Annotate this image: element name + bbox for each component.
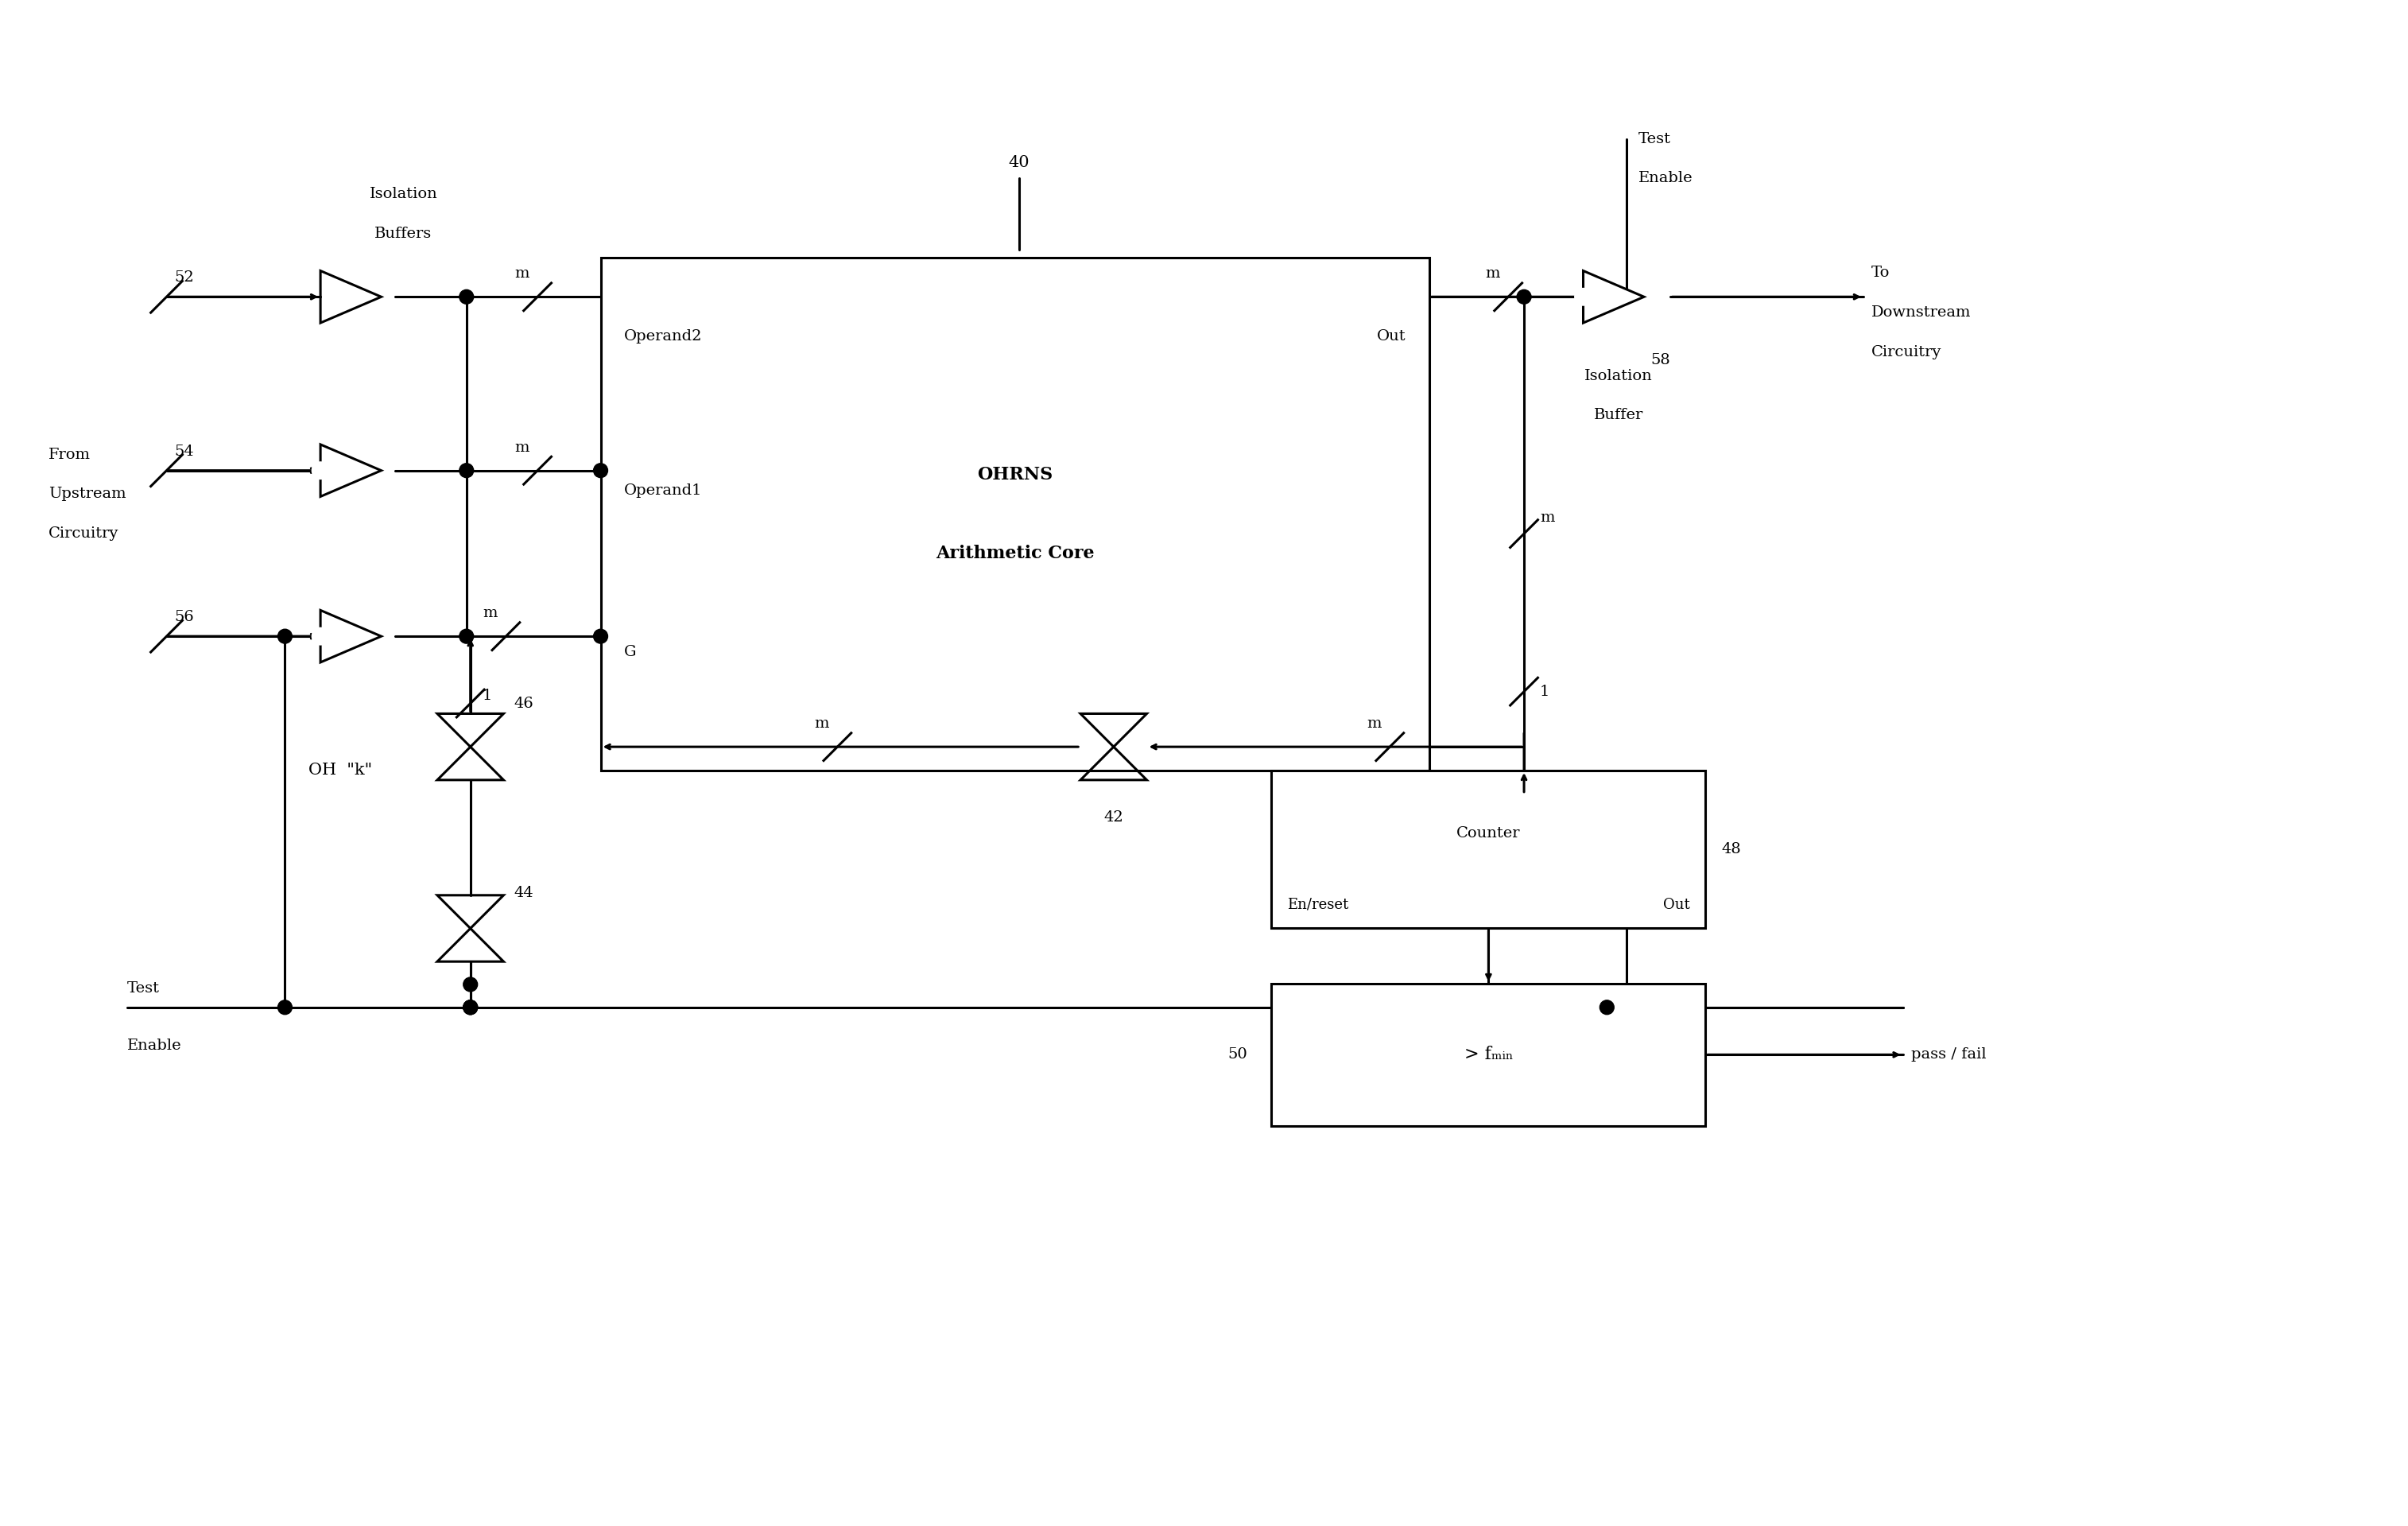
Text: Upstream: Upstream [48,487,125,502]
Text: Out: Out [1377,330,1406,343]
Text: OH  "k": OH "k" [308,763,373,778]
Text: pass / fail: pass / fail [1912,1047,1987,1062]
Text: m: m [814,717,828,731]
Bar [1271,771,1705,928]
Text: Buffers: Buffers [376,226,431,241]
Text: m: m [482,606,498,621]
Text: 50: 50 [1228,1047,1247,1062]
Circle shape [460,290,474,304]
Circle shape [1517,290,1531,304]
Circle shape [277,629,291,644]
Circle shape [460,629,474,644]
Text: 58: 58 [1649,353,1671,368]
Text: > fₘᵢₙ: > fₘᵢₙ [1464,1045,1512,1064]
Text: From: From [48,447,92,462]
Text: Enable: Enable [128,1039,181,1053]
Circle shape [462,1000,477,1015]
Text: Counter: Counter [1457,827,1519,841]
Text: Circuitry: Circuitry [48,526,118,540]
Text: 48: 48 [1722,842,1741,856]
Text: 1: 1 [1539,684,1551,699]
Text: Out: Out [1664,897,1690,913]
Text: 56: 56 [173,610,195,624]
Text: 42: 42 [1103,810,1125,826]
Text: m: m [515,267,530,281]
Text: Test: Test [1637,131,1671,146]
Bar [1271,984,1705,1126]
Circle shape [462,1000,477,1015]
Text: m: m [515,441,530,455]
Text: m: m [1368,717,1382,731]
Text: 44: 44 [513,885,535,900]
Text: m: m [1486,267,1500,281]
Text: 54: 54 [173,444,195,459]
Circle shape [1599,1000,1613,1015]
Circle shape [460,464,474,478]
Text: 52: 52 [173,270,195,285]
Text: To: To [1871,266,1890,281]
Circle shape [592,629,607,644]
Text: Isolation: Isolation [1584,369,1652,383]
Text: Operand1: Operand1 [624,484,703,497]
Text: OHRNS: OHRNS [978,465,1052,484]
Circle shape [277,1000,291,1015]
Circle shape [313,462,327,479]
Text: m: m [1539,511,1556,525]
Text: G: G [624,645,636,659]
Text: Arithmetic Core: Arithmetic Core [937,545,1093,562]
Circle shape [592,464,607,478]
Text: Operand2: Operand2 [624,330,703,343]
Circle shape [313,629,327,644]
Text: 46: 46 [513,696,535,711]
Circle shape [462,1000,477,1015]
Circle shape [462,977,477,992]
Text: Enable: Enable [1637,171,1693,186]
Text: 40: 40 [1009,156,1031,171]
Text: Test: Test [128,981,159,995]
Text: En/reset: En/reset [1288,897,1348,913]
Text: Downstream: Downstream [1871,305,1972,320]
Bar [600,258,1430,771]
Text: Circuitry: Circuitry [1871,345,1941,359]
Circle shape [1575,288,1592,305]
Text: Buffer: Buffer [1594,407,1645,423]
Text: Isolation: Isolation [368,188,438,201]
Text: 1: 1 [482,688,491,702]
